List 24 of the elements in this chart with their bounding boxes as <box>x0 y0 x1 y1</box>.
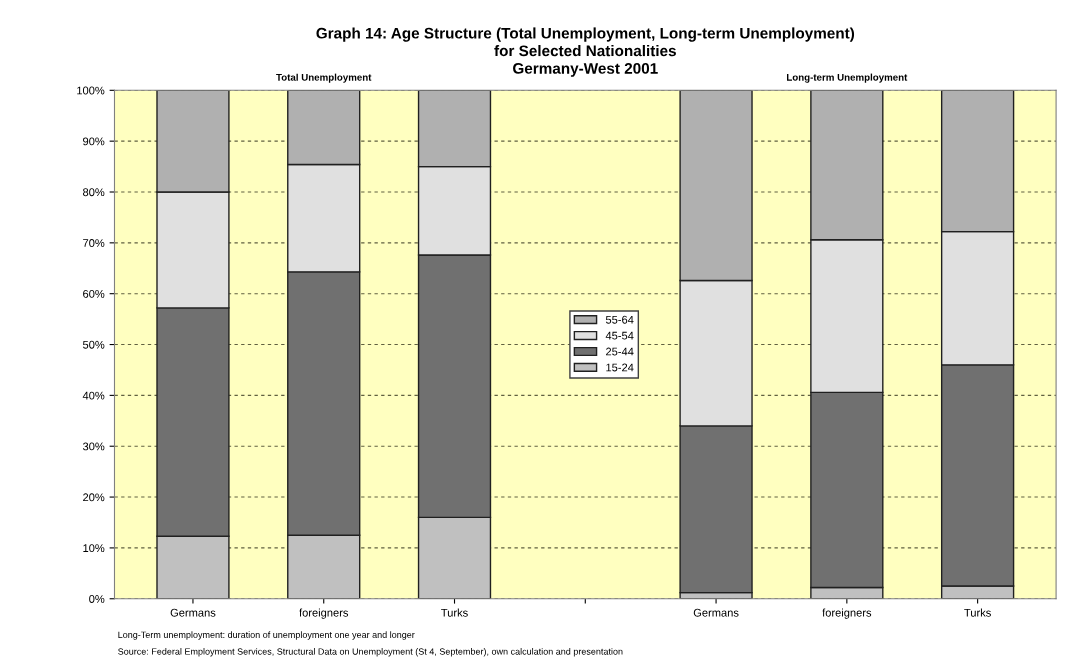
y-tick-label: 100% <box>77 86 105 95</box>
y-tick-label: 0% <box>89 595 105 603</box>
legend-label: 45-54 <box>605 331 634 340</box>
y-tick-label: 40% <box>82 391 105 400</box>
text: Long-Term unemployment: duration of unemployment one year and longer <box>118 631 415 640</box>
legend-label: 55-64 <box>605 315 634 324</box>
y-tick-label: 80% <box>83 188 105 197</box>
y-tick-label: 90% <box>83 137 105 146</box>
source-note: Source: Federal Employment Services, Structural Data on Unemployment (St 4, September), own calculation and presentation <box>118 648 623 657</box>
x-tick-label: foreigners <box>299 608 349 619</box>
legend-label: 15-24 <box>606 363 634 372</box>
text: Long-term Unemployment <box>787 73 908 83</box>
x-tick-label: Germans <box>693 608 739 617</box>
y-tick-label: 70% <box>83 239 105 247</box>
legend-label: 25-44 <box>606 347 634 356</box>
y-tick-label: 50% <box>82 340 105 349</box>
x-tick-label: Turks <box>964 608 991 617</box>
y-tick-label: 30% <box>82 442 105 451</box>
y-tick-label: 20% <box>83 493 105 502</box>
y-tick-label: 60% <box>83 289 105 298</box>
x-tick-label: foreigners <box>822 608 872 619</box>
x-tick-label: Turks <box>441 608 468 617</box>
y-tick-label: 10% <box>83 544 105 553</box>
x-tick-label: Germans <box>170 608 216 617</box>
